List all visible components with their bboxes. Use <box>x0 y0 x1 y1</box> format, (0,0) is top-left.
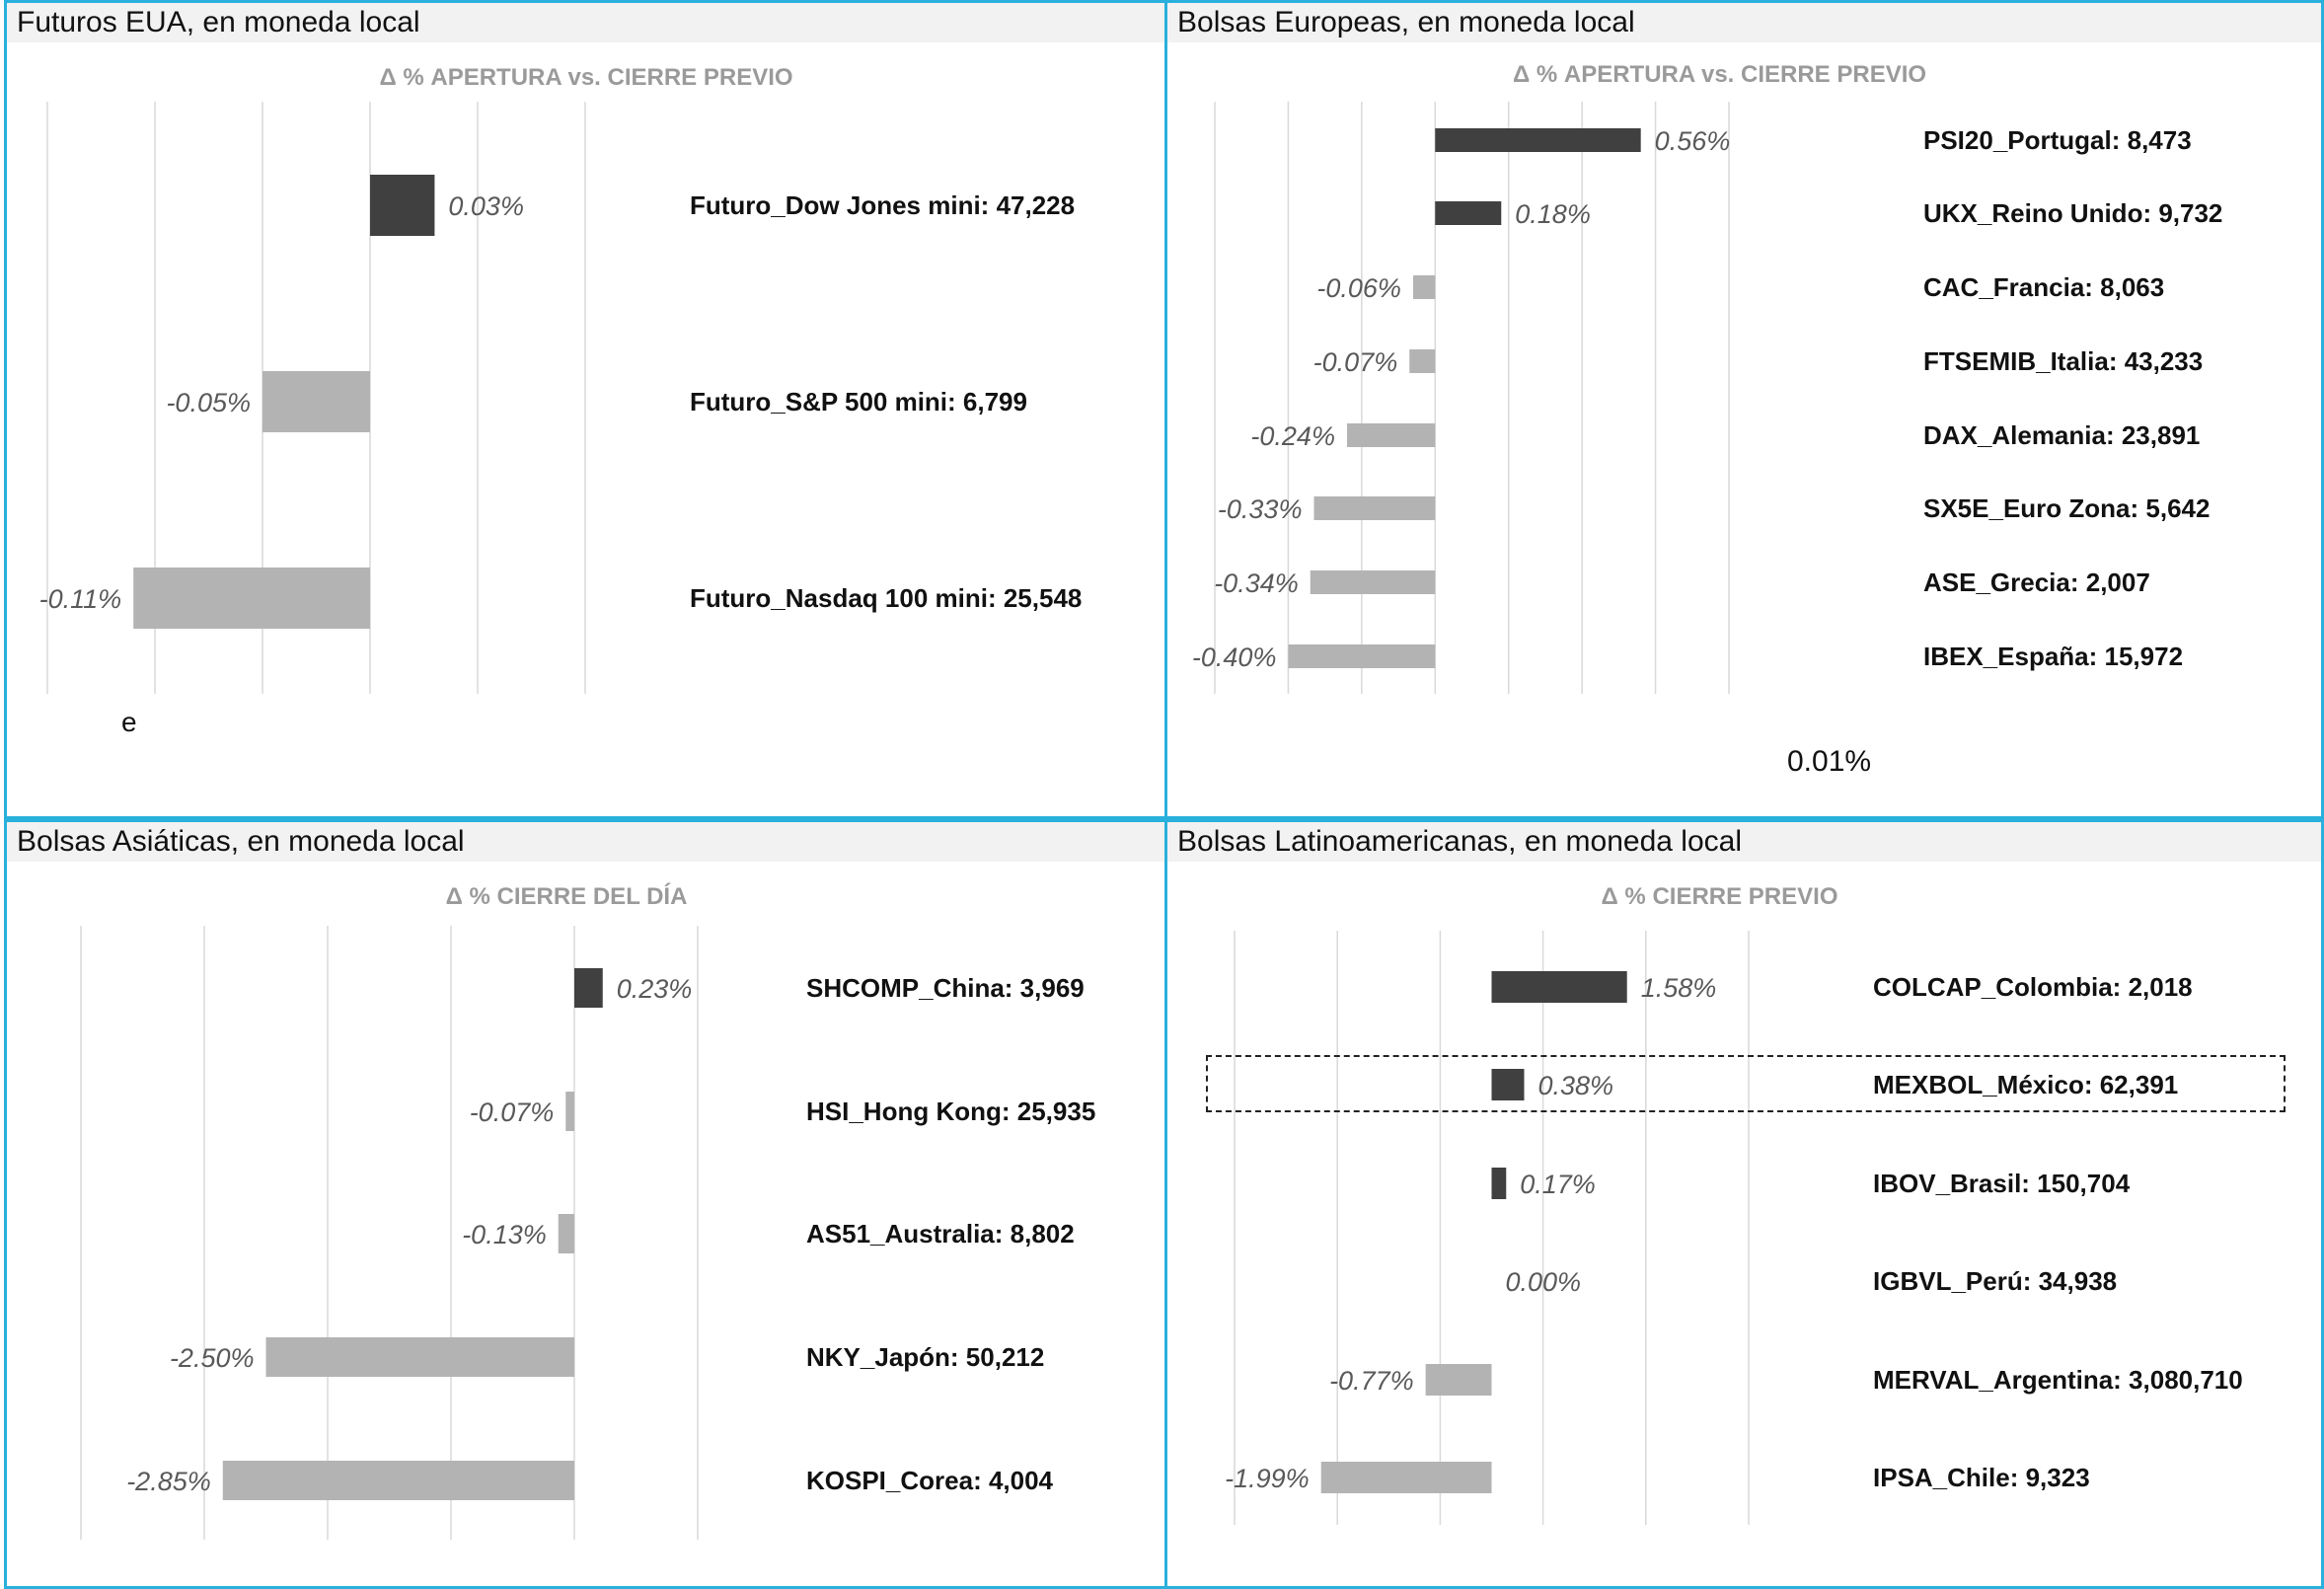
category-label: MERVAL_Argentina: 3,080,710 <box>1873 1365 2243 1395</box>
bar <box>1320 1462 1492 1493</box>
category-label: KOSPI_Corea: 4,004 <box>806 1466 1054 1495</box>
data-label: -0.34% <box>1214 568 1299 598</box>
category-label: DAX_Alemania: 23,891 <box>1923 420 2200 450</box>
category-label: Futuro_S&P 500 mini: 6,799 <box>690 387 1027 416</box>
bar <box>1491 971 1627 1003</box>
bar <box>370 175 435 236</box>
category-label: IPSA_Chile: 9,323 <box>1873 1463 2090 1492</box>
data-label: -0.24% <box>1250 421 1335 451</box>
category-label: FTSEMIB_Italia: 43,233 <box>1923 346 2203 376</box>
data-label: -0.33% <box>1218 494 1303 524</box>
category-label: HSI_Hong Kong: 25,935 <box>806 1097 1095 1126</box>
data-label: -0.07% <box>470 1097 555 1127</box>
chart-subtitle: Δ % CIERRE DEL DÍA <box>445 883 688 910</box>
data-label: -0.06% <box>1316 273 1401 303</box>
bar <box>1425 1364 1492 1396</box>
data-label: 1.58% <box>1641 973 1717 1003</box>
data-label: -0.05% <box>166 388 251 417</box>
bar <box>1412 275 1436 299</box>
panel-header: Futuros EUA, en moneda local <box>7 3 1165 42</box>
data-label: -2.85% <box>126 1467 211 1496</box>
data-label: -0.13% <box>462 1220 547 1249</box>
bar <box>1491 1069 1525 1100</box>
category-label: COLCAP_Colombia: 2,018 <box>1873 972 2193 1002</box>
panel-latam: Bolsas Latinoamericanas, en moneda local… <box>1164 819 2324 1589</box>
chart-subtitle: Δ % APERTURA vs. CIERRE PREVIO <box>1512 61 1927 88</box>
bar <box>1313 496 1436 520</box>
category-label: Futuro_Nasdaq 100 mini: 25,548 <box>690 583 1082 613</box>
category-label: NKY_Japón: 50,212 <box>806 1342 1044 1372</box>
data-label: 0.38% <box>1537 1071 1613 1100</box>
bar <box>1310 570 1436 594</box>
bar <box>265 1337 574 1377</box>
data-label: -2.50% <box>170 1343 255 1373</box>
bar <box>565 1092 574 1131</box>
bar <box>1435 128 1641 152</box>
bar <box>1288 644 1436 668</box>
category-label: AS51_Australia: 8,802 <box>806 1219 1075 1248</box>
bar <box>1435 201 1502 225</box>
stray-text: e <box>121 707 137 737</box>
bar <box>1491 1168 1507 1199</box>
category-label: MEXBOL_México: 62,391 <box>1873 1070 2178 1099</box>
panel-us-futures: Futuros EUA, en moneda local Δ % APERTUR… <box>4 0 1168 819</box>
bar <box>574 968 603 1008</box>
panel-header: Bolsas Asiáticas, en moneda local <box>7 822 1165 862</box>
category-label: ASE_Grecia: 2,007 <box>1923 568 2150 597</box>
data-label: 0.23% <box>617 974 693 1004</box>
category-label: IGBVL_Perú: 34,938 <box>1873 1266 2117 1296</box>
category-label: PSI20_Portugal: 8,473 <box>1923 125 2192 155</box>
category-label: UKX_Reino Unido: 9,732 <box>1923 198 2222 228</box>
data-label: -1.99% <box>1225 1464 1310 1493</box>
chart-subtitle: Δ % APERTURA vs. CIERRE PREVIO <box>379 64 793 91</box>
bar <box>1346 423 1436 447</box>
data-label: -0.11% <box>39 584 122 614</box>
data-label: 0.03% <box>448 191 524 221</box>
category-label: IBEX_España: 15,972 <box>1923 642 2183 671</box>
bar <box>133 568 370 629</box>
bar <box>222 1461 574 1500</box>
chart-latam: 1.58% COLCAP_Colombia: 2,018 0.38% MEXBOL_M… <box>1225 931 2243 1525</box>
chart-europe: 0.56% PSI20_Portugal: 8,473 0.18% UKX_Reino… <box>1192 102 2222 694</box>
data-label: -0.40% <box>1192 643 1277 672</box>
bar <box>558 1214 574 1253</box>
panel-asia: Bolsas Asiáticas, en moneda local Δ % CI… <box>4 819 1168 1589</box>
bar <box>262 371 370 432</box>
stray-text: 0.01% <box>1787 745 1872 778</box>
panel-header: Bolsas Latinoamericanas, en moneda local <box>1167 822 2321 862</box>
chart-subtitle: Δ % CIERRE PREVIO <box>1601 883 1838 910</box>
panel-europe: Bolsas Europeas, en moneda local Δ % APE… <box>1164 0 2324 819</box>
category-label: SX5E_Euro Zona: 5,642 <box>1923 493 2210 523</box>
bar <box>1409 349 1436 373</box>
chart-us-futures: 0.03% Futuro_Dow Jones mini: 47,228 -0.05%… <box>39 102 1082 694</box>
data-label: 0.18% <box>1515 199 1591 229</box>
category-label: IBOV_Brasil: 150,704 <box>1873 1169 2131 1198</box>
data-label: 0.00% <box>1506 1267 1582 1297</box>
category-label: Futuro_Dow Jones mini: 47,228 <box>690 190 1075 220</box>
panel-header: Bolsas Europeas, en moneda local <box>1167 3 2321 42</box>
data-label: -0.07% <box>1313 347 1398 377</box>
chart-asia: 0.23% SHCOMP_China: 3,969 -0.07% HSI_Hong K… <box>80 926 1095 1540</box>
category-label: SHCOMP_China: 3,969 <box>806 973 1085 1003</box>
data-label: 0.56% <box>1655 126 1731 156</box>
data-label: 0.17% <box>1520 1170 1596 1199</box>
highlight-box-mexbol <box>1206 1055 2286 1112</box>
category-label: CAC_Francia: 8,063 <box>1923 272 2164 302</box>
data-label: -0.77% <box>1329 1366 1414 1396</box>
